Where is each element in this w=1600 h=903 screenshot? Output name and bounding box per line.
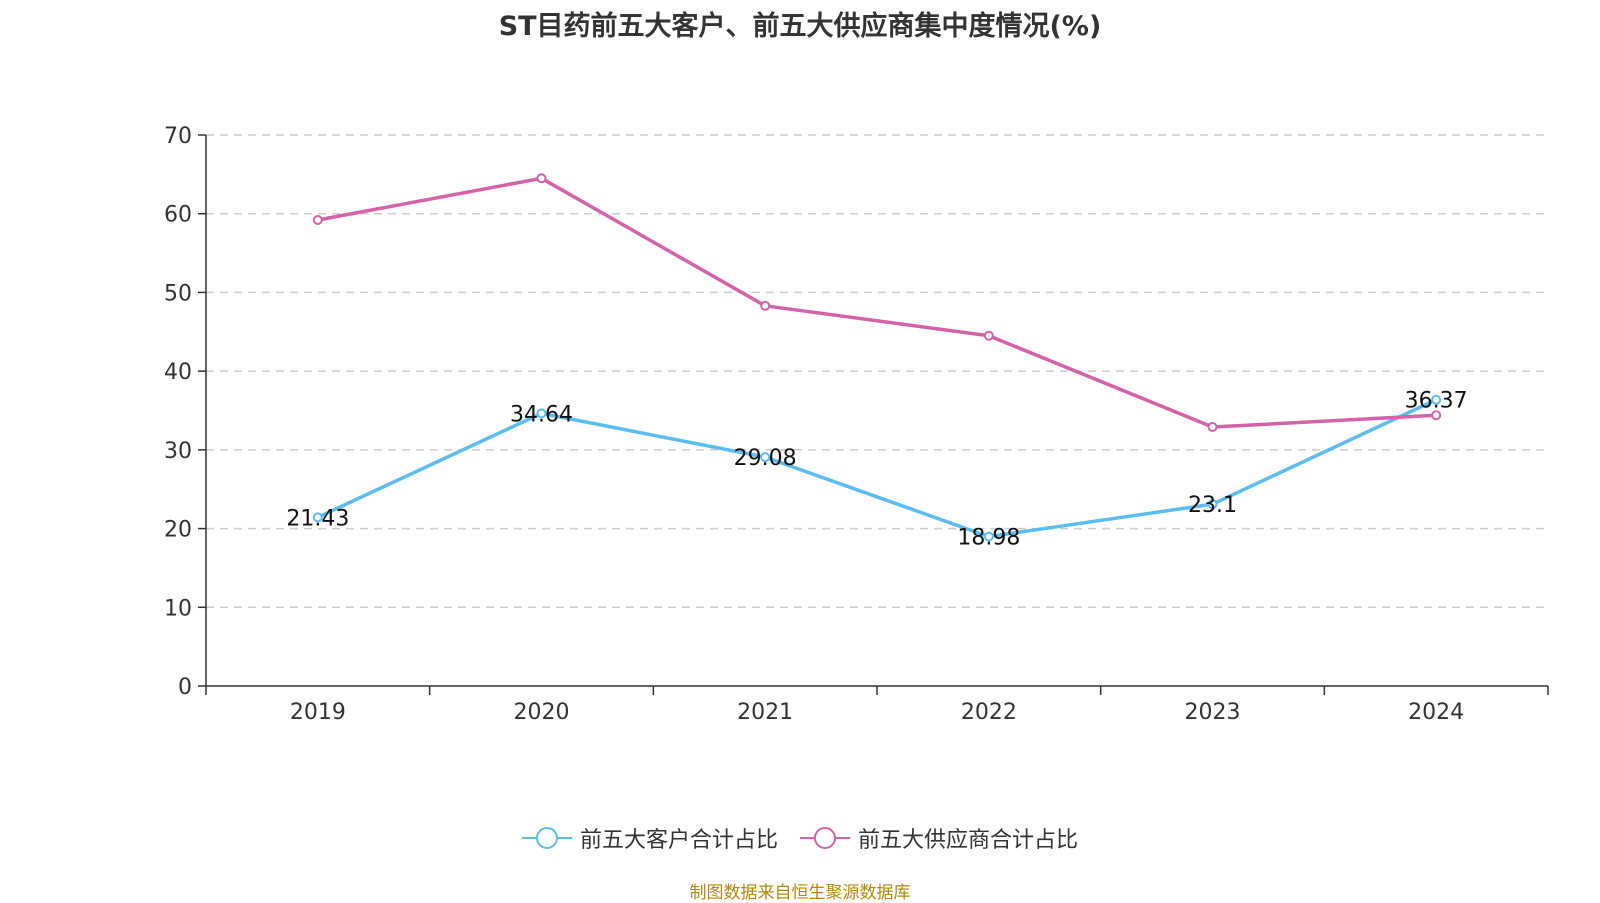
x-tick-label: 2020 [514, 700, 570, 725]
y-tick-label: 10 [164, 596, 192, 621]
x-tick-label: 2022 [961, 700, 1017, 725]
y-tick-label: 30 [164, 439, 192, 464]
data-point [1431, 394, 1442, 405]
y-tick-label: 50 [164, 281, 192, 306]
data-point [536, 173, 547, 184]
data-point [312, 215, 323, 226]
data-label: 36.37 [1405, 389, 1468, 414]
series-line-2 [317, 176, 1437, 429]
data-point [983, 330, 994, 341]
data-label: 29.08 [734, 446, 797, 471]
y-tick-label: 0 [178, 675, 192, 700]
data-point [760, 300, 771, 311]
data-point [312, 512, 323, 523]
x-tick-label: 2024 [1408, 700, 1464, 725]
legend-item-suppliers[interactable]: 前五大供应商合计占比 [800, 822, 1078, 854]
x-tick-label: 2019 [290, 700, 346, 725]
legend-label-suppliers: 前五大供应商合计占比 [858, 828, 1079, 853]
legend-item-customers[interactable]: 前五大客户合计占比 [521, 822, 778, 854]
x-tick-label: 2021 [737, 700, 793, 725]
legend-label-customers: 前五大客户合计占比 [579, 828, 778, 853]
line-chart: 0 10 20 30 40 50 60 70 2019 2020 2021 2022 2023 2024 2… [164, 124, 1549, 725]
data-point [983, 531, 994, 542]
y-tick-label: 70 [164, 124, 192, 149]
legend-marker-customers [521, 827, 572, 849]
data-label: 23.1 [1188, 493, 1237, 518]
y-tick-label: 20 [164, 518, 192, 543]
data-point [1207, 422, 1218, 433]
chart-title: ST目药前五大客户、前五大供应商集中度情况(%) [498, 11, 1102, 42]
legend-marker-suppliers [800, 827, 850, 849]
x-tick-label: 2023 [1185, 700, 1241, 725]
data-label: 18.98 [957, 526, 1020, 551]
data-point [760, 452, 771, 463]
series-line-1 [317, 398, 1437, 539]
legend: 前五大客户合计占比 前五大供应商合计占比 [0, 822, 1600, 854]
data-point [1207, 499, 1218, 510]
data-label: 34.64 [510, 402, 573, 427]
data-point [1431, 410, 1442, 421]
data-point [536, 408, 547, 419]
data-source-note: 制图数据来自恒生聚源数据库 [689, 883, 911, 903]
y-tick-label: 40 [164, 360, 192, 385]
data-label: 21.43 [286, 506, 349, 531]
y-tick-label: 60 [164, 203, 192, 228]
